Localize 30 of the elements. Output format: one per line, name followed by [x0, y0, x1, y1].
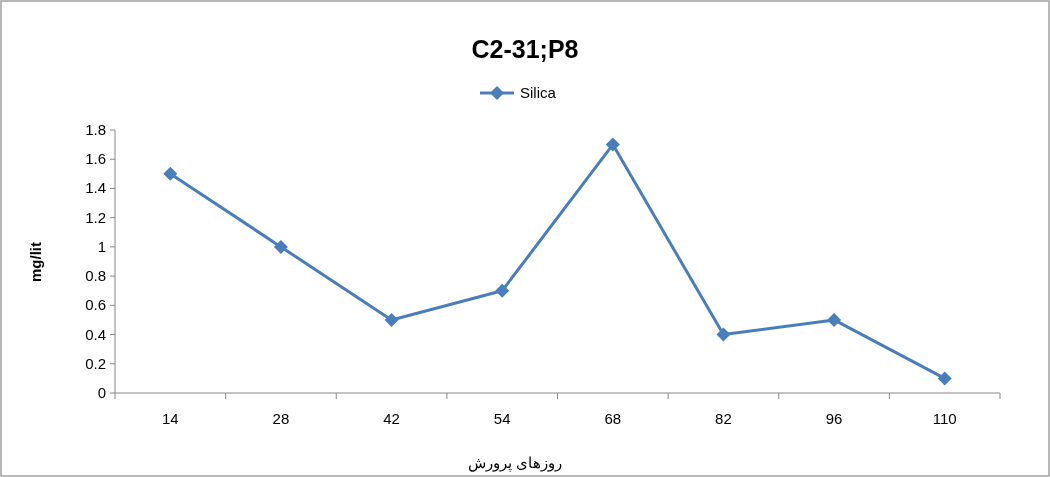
x-tick-label: 68 — [604, 410, 622, 427]
point — [827, 312, 842, 327]
y-tick-label: 0.4 — [85, 325, 106, 343]
x-tick-label: 14 — [161, 410, 179, 427]
y-tick-label: 1.2 — [85, 208, 106, 226]
x-axis-title: روزهای پرورش — [467, 454, 563, 472]
x-tick-label: 42 — [383, 410, 400, 427]
point — [163, 166, 178, 181]
y-tick-label: 1.8 — [85, 121, 106, 138]
y-tick-label: 0 — [97, 384, 106, 401]
y-tick-label: 1 — [97, 237, 106, 255]
legend-label: Silica — [520, 84, 557, 101]
y-tick-label: 0.8 — [85, 267, 106, 285]
y-tick-label: 0.2 — [85, 354, 106, 372]
point — [495, 283, 510, 298]
point — [716, 327, 731, 342]
chart-title: C2-31;P8 — [471, 35, 579, 63]
x-tick-label: 110 — [932, 410, 957, 427]
x-tick-label: 96 — [825, 410, 843, 427]
y-tick-label: 0.6 — [85, 296, 106, 314]
y-tick-label: 1.6 — [85, 150, 106, 168]
y-tick-label: 1.4 — [85, 179, 106, 197]
point — [937, 371, 952, 386]
point — [605, 137, 620, 152]
y-axis-title: mg/lit — [27, 242, 44, 282]
x-tick-label: 28 — [272, 410, 290, 427]
x-tick-label: 82 — [715, 410, 732, 427]
x-tick-label: 54 — [493, 410, 511, 427]
point — [384, 312, 399, 327]
point — [273, 239, 288, 254]
